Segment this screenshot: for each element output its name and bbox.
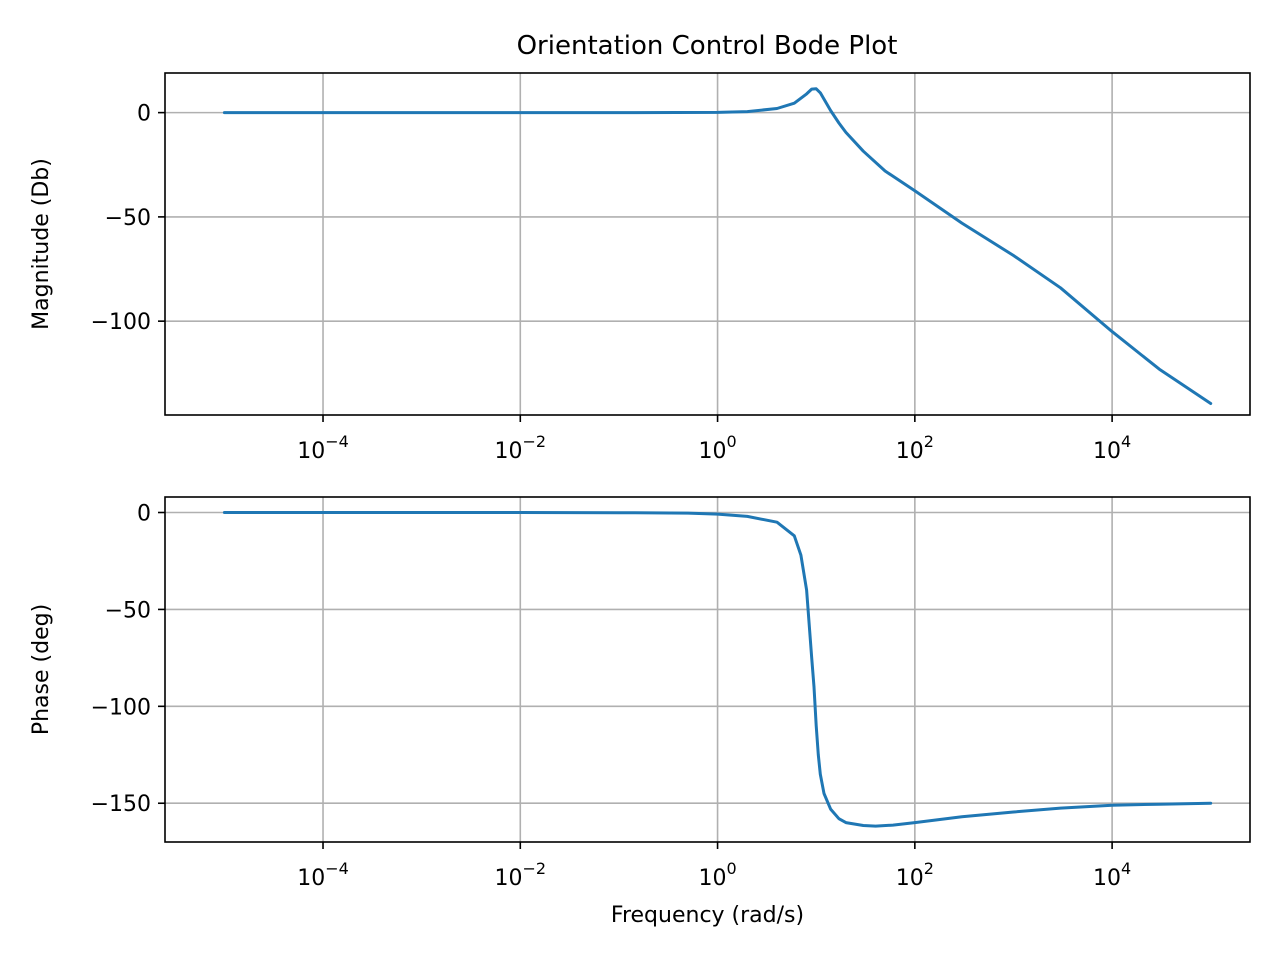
magnitude-x-tick-label: 104 xyxy=(1093,432,1131,464)
magnitude-y-tick-label: −50 xyxy=(105,206,151,231)
magnitude-x-tick-label: 102 xyxy=(896,432,934,464)
magnitude-x-tick-label: 10−4 xyxy=(297,432,349,464)
phase-panel: 10−4 10−2 100 102 104 0 −50 −100 −150 Phase (deg)… xyxy=(29,496,1251,928)
magnitude-y-tick-label: −100 xyxy=(91,310,151,335)
phase-axes-frame xyxy=(164,496,1251,843)
phase-y-tick-label: −50 xyxy=(105,598,151,623)
phase-x-axis-label: Frequency (rad/s) xyxy=(611,903,804,928)
magnitude-x-tick-label: 10−2 xyxy=(494,432,546,464)
phase-series-line xyxy=(222,511,1213,828)
magnitude-panel: 10−4 10−2 100 102 104 0 −50 −100 Magnitude (Db) xyxy=(29,72,1251,464)
phase-x-tick-label: 102 xyxy=(896,859,934,891)
phase-x-tick-label: 10−4 xyxy=(297,859,349,891)
phase-y-axis-label: Phase (deg) xyxy=(29,604,54,735)
chart-title: Orientation Control Bode Plot xyxy=(517,31,898,61)
magnitude-y-tick-label: 0 xyxy=(137,102,151,127)
magnitude-y-axis-label: Magnitude (Db) xyxy=(29,158,54,330)
magnitude-axes-frame xyxy=(164,72,1251,416)
phase-y-tick-label: −100 xyxy=(91,695,151,720)
magnitude-series-line xyxy=(222,87,1213,405)
phase-x-tick-label: 100 xyxy=(698,859,736,891)
phase-x-tick-label: 104 xyxy=(1093,859,1131,891)
phase-x-tick-label: 10−2 xyxy=(494,859,546,891)
magnitude-x-tick-label: 100 xyxy=(698,432,736,464)
phase-y-tick-label: 0 xyxy=(137,502,151,527)
phase-y-tick-label: −150 xyxy=(91,792,151,817)
